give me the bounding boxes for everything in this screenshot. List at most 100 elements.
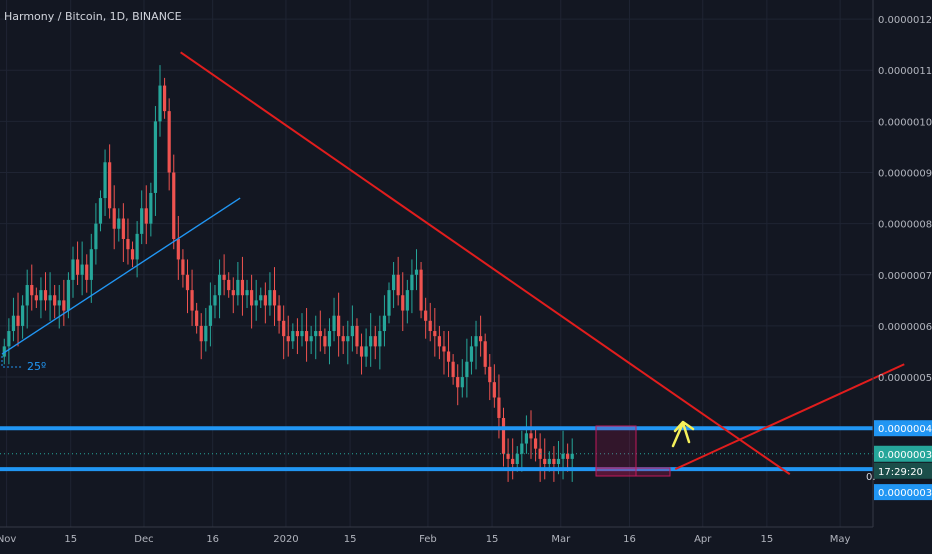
candle-body xyxy=(208,305,212,326)
candle-body xyxy=(515,453,519,464)
candle-body xyxy=(117,218,121,229)
candle-body xyxy=(501,417,506,454)
candle-body xyxy=(272,290,277,306)
candle-body xyxy=(162,85,167,112)
level-low-badge-bg xyxy=(874,484,932,501)
candle-body xyxy=(570,453,574,459)
candle-body xyxy=(442,346,446,352)
candle-body xyxy=(533,438,538,449)
candle-body xyxy=(479,336,483,342)
candle-body xyxy=(236,279,240,296)
x-tick-label: Dec xyxy=(134,534,153,545)
angle-guide xyxy=(1,356,22,368)
x-tick-label: 15 xyxy=(64,534,77,545)
candle-body xyxy=(460,377,464,388)
candle-body xyxy=(195,310,199,326)
candle-body xyxy=(405,290,409,311)
candle-body xyxy=(318,331,322,337)
candle-body xyxy=(382,315,387,332)
candle-body xyxy=(85,264,89,280)
candle-body xyxy=(446,351,451,362)
last-price-badge: 0.00000035 xyxy=(874,445,932,462)
candle-body xyxy=(286,336,290,342)
partial-price-text: 0. xyxy=(866,472,876,483)
candle-body xyxy=(121,218,125,239)
candle-body xyxy=(566,453,570,459)
candle-body xyxy=(419,269,423,311)
candle-body xyxy=(2,346,6,357)
candle-body xyxy=(529,433,533,439)
candle-body xyxy=(176,238,180,260)
candle-body xyxy=(149,192,153,224)
chart-title: Harmony / Bitcoin, 1D, BINANCE xyxy=(4,10,182,23)
candle-body xyxy=(543,458,547,464)
candle-body xyxy=(506,453,510,459)
last-price-badge-bg xyxy=(874,445,932,462)
candle-body xyxy=(213,295,217,306)
candle-body xyxy=(424,310,428,321)
candle-body xyxy=(304,331,309,342)
countdown-badge: 17:29:20 xyxy=(874,462,932,479)
candle-body xyxy=(98,198,103,224)
candle-body xyxy=(48,295,52,301)
candle-body xyxy=(337,315,341,337)
x-tick-label: May xyxy=(830,534,851,545)
candle-body xyxy=(199,325,203,342)
candle-body xyxy=(497,397,501,418)
plot-layer[interactable] xyxy=(2,65,574,482)
trend-line xyxy=(180,51,791,476)
angle-label: 25º xyxy=(27,360,46,373)
candle-body xyxy=(190,290,194,311)
x-tick-label: 2020 xyxy=(273,534,298,545)
level-low-badge: 0.00000032 xyxy=(874,484,932,501)
candle-body xyxy=(309,336,313,342)
candle-body xyxy=(66,279,71,311)
candle-body xyxy=(25,285,29,306)
time-axis[interactable]: Nov 15 Dec 16 2020 15 Feb 15 Mar 16 Apr 15 May xyxy=(0,526,873,545)
candle-body xyxy=(135,233,139,260)
bottom-box xyxy=(595,467,671,477)
candle-body xyxy=(456,377,460,388)
candle-body xyxy=(16,315,20,326)
candle-body xyxy=(387,290,391,316)
candle-body xyxy=(75,259,80,275)
candle-body xyxy=(11,315,16,332)
candle-body xyxy=(483,341,487,367)
candle-body xyxy=(552,458,556,464)
candle-body xyxy=(373,336,377,347)
candle-body xyxy=(34,295,38,301)
candle-body xyxy=(396,274,400,296)
countdown-badge-bg xyxy=(874,462,932,479)
candle-body xyxy=(282,320,286,337)
candle-body xyxy=(355,325,359,347)
candle-body xyxy=(250,290,254,306)
candle-body xyxy=(103,162,107,199)
candle-body xyxy=(556,458,561,464)
x-tick-label: 15 xyxy=(760,534,773,545)
candle-body xyxy=(268,290,272,306)
candle-body xyxy=(492,382,496,398)
candle-body xyxy=(57,300,61,306)
candle-body xyxy=(39,290,43,301)
candle-body xyxy=(21,305,25,326)
candle-body xyxy=(153,121,158,193)
candle-body xyxy=(350,325,354,337)
candle-body xyxy=(112,208,116,229)
candle-body xyxy=(561,453,565,459)
candle-body xyxy=(144,208,148,224)
candle-body xyxy=(130,249,135,260)
x-tick-label: 15 xyxy=(344,534,357,545)
candle-body xyxy=(314,331,318,337)
candle-body xyxy=(259,295,263,301)
x-tick-label: 16 xyxy=(206,534,219,545)
candle-body xyxy=(62,300,66,311)
candle-body xyxy=(254,300,258,306)
candle-body xyxy=(359,346,364,357)
